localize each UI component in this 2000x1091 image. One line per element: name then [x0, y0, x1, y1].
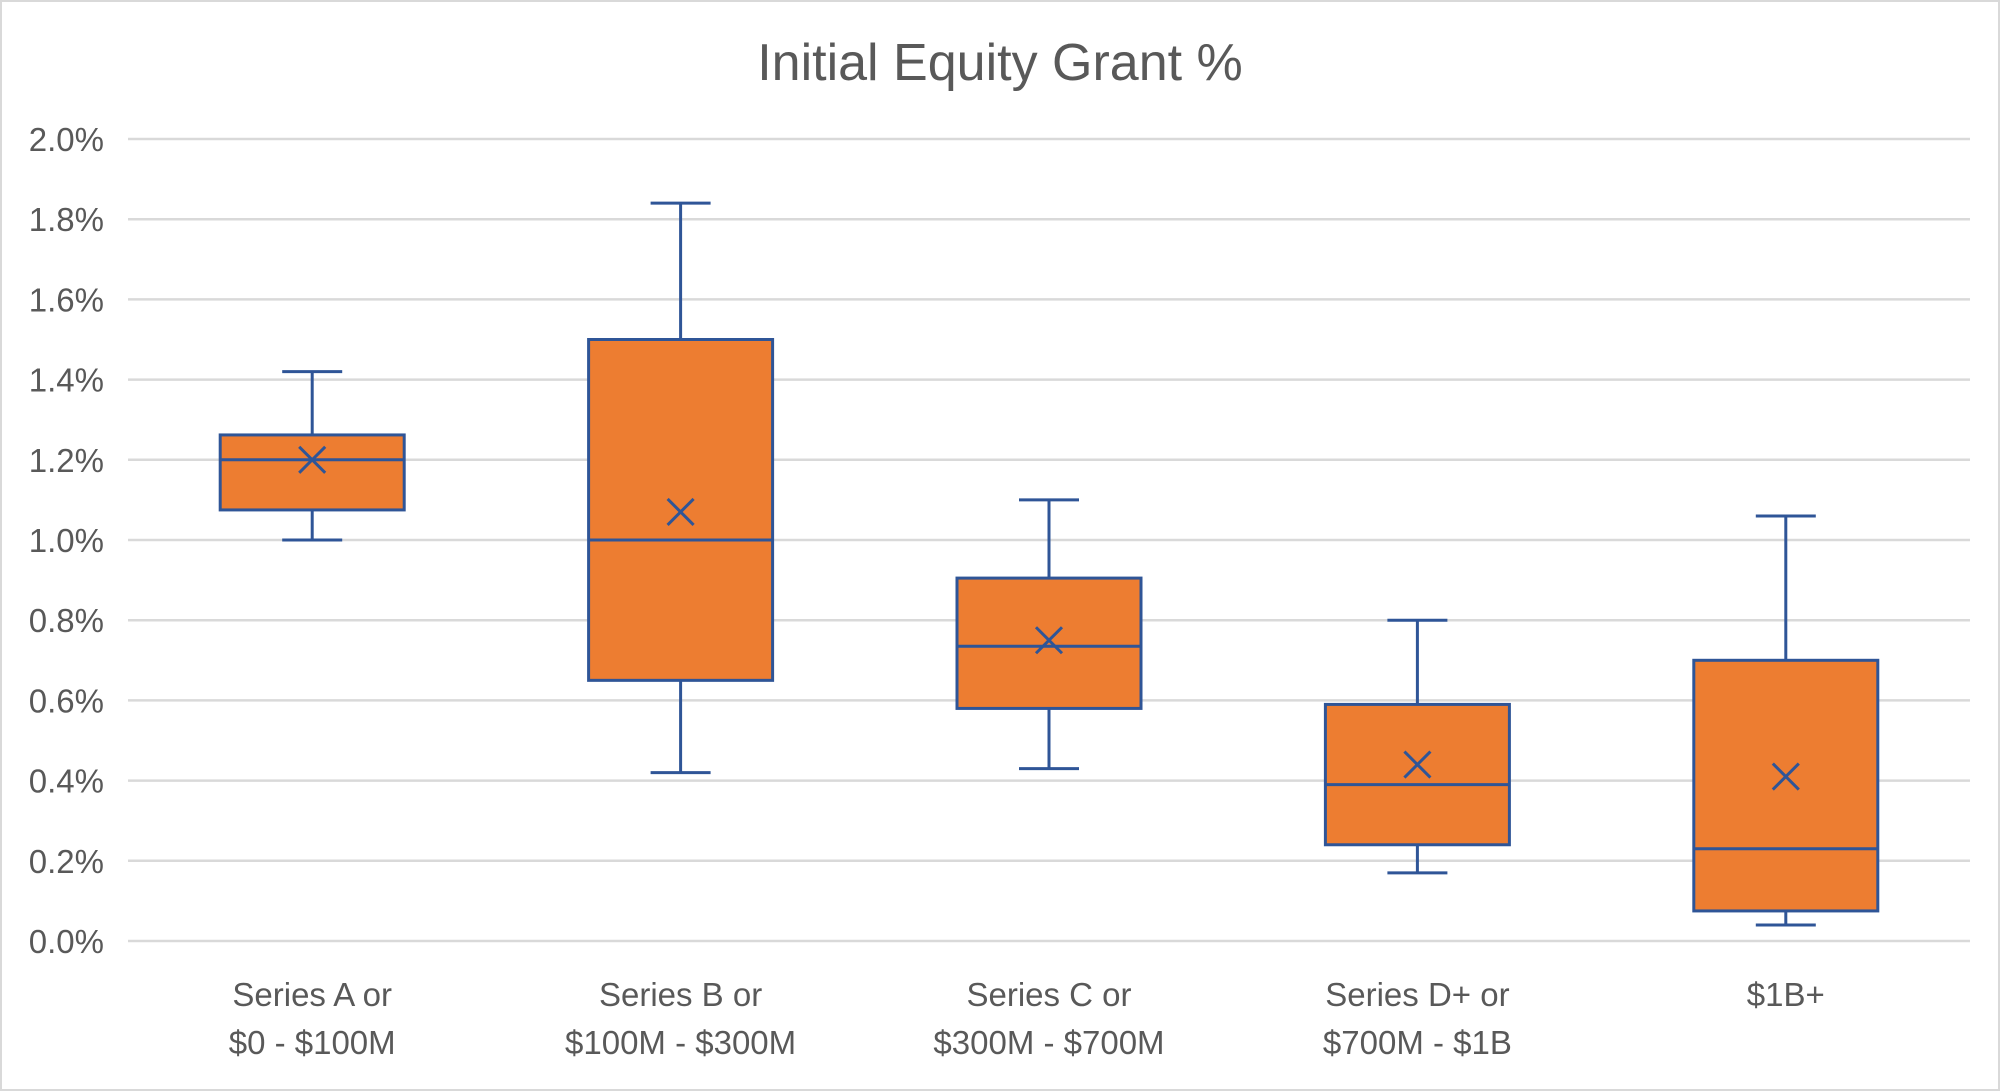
box-4 [1323, 618, 1511, 875]
y-tick-label: 0.2% [29, 843, 104, 880]
y-tick-label: 2.0% [29, 121, 104, 158]
y-tick-label: 1.8% [29, 201, 104, 238]
mean-marker [666, 497, 695, 526]
iqr-box [218, 433, 406, 512]
x-category-label: Series C or $300M - $700M [933, 976, 1164, 1061]
mean-marker [1771, 762, 1800, 791]
box-1 [218, 370, 406, 542]
box-3 [955, 498, 1143, 771]
mean-marker [1403, 750, 1432, 779]
mean-marker [298, 445, 327, 474]
x-category-label: $1B+ [1747, 976, 1825, 1013]
iqr-box [1323, 702, 1511, 847]
x-category-label: Series A or $0 - $100M [229, 976, 396, 1061]
y-tick-label: 1.0% [29, 522, 104, 559]
box-2 [587, 201, 775, 775]
y-tick-label: 0.4% [29, 763, 104, 800]
grid-lines [128, 137, 1970, 943]
y-tick-label: 1.2% [29, 442, 104, 479]
y-tick-label: 0.0% [29, 923, 104, 960]
y-tick-label: 0.6% [29, 682, 104, 719]
boxes [218, 201, 1880, 927]
iqr-box [955, 576, 1143, 710]
iqr-box [587, 338, 775, 682]
x-category-label: Series D+ or $700M - $1B [1323, 976, 1512, 1061]
y-axis-ticks: 0.0% 0.2% 0.4% 0.6% 0.8% 1.0% 1.2% 1.4% 1.6% 1.8%… [29, 121, 104, 960]
y-tick-label: 0.8% [29, 602, 104, 639]
iqr-box [1692, 658, 1880, 913]
chart-title: Initial Equity Grant % [757, 34, 1243, 92]
y-tick-label: 1.4% [29, 362, 104, 399]
x-category-label: Series B or $100M - $300M [565, 976, 796, 1061]
y-tick-label: 1.6% [29, 281, 104, 318]
mean-marker [1034, 626, 1064, 655]
box-5 [1692, 514, 1880, 927]
x-axis-categories: Series A or $0 - $100M Series B or $100M - … [229, 976, 1825, 1061]
